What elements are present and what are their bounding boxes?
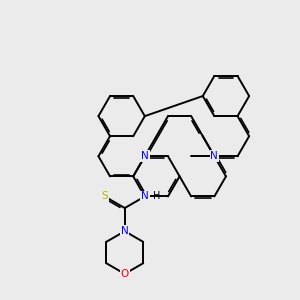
Text: N: N (141, 191, 149, 201)
Text: H: H (153, 191, 160, 201)
Text: N: N (121, 226, 129, 236)
Text: O: O (121, 269, 129, 279)
Text: N: N (211, 151, 218, 161)
Text: N: N (141, 151, 149, 161)
Text: S: S (101, 191, 108, 201)
